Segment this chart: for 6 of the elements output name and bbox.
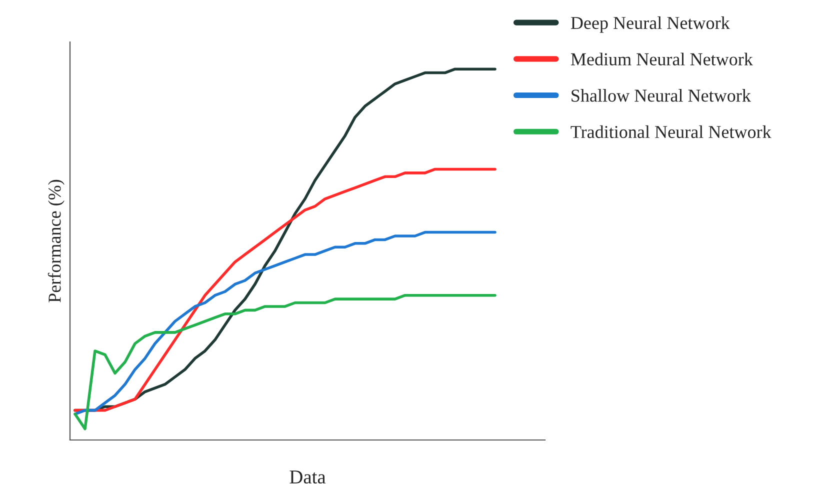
legend-label: Shallow Neural Network [572, 89, 751, 102]
legend-label: Traditional Neural Network [570, 125, 772, 138]
legend-label: Deep Neural Network [570, 16, 730, 33]
y-axis-title: Performance (%) [48, 180, 64, 302]
x-axis-title: Data [290, 470, 326, 484]
legend-label: Medium Neural Network [570, 52, 753, 66]
